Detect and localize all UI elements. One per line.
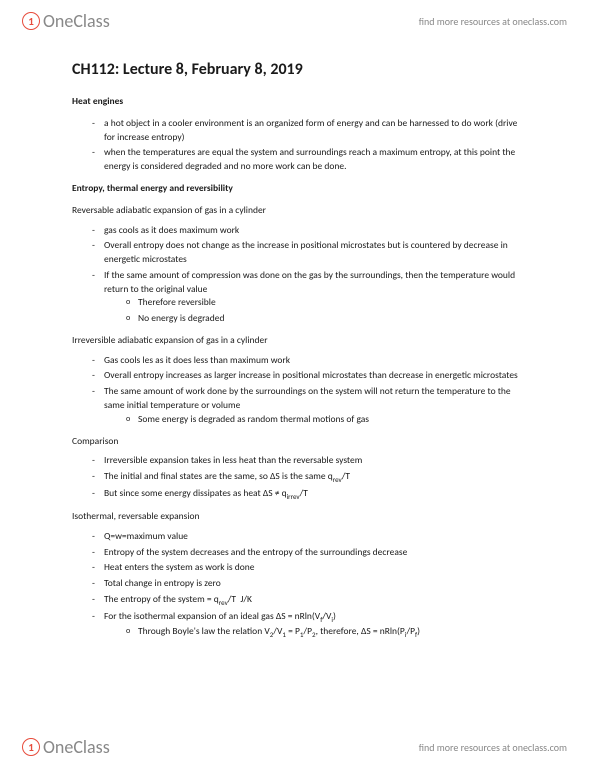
brand-name: OneClass bbox=[43, 10, 110, 32]
list-item: Therefore reversible bbox=[126, 296, 523, 310]
list-item: No energy is degraded bbox=[126, 312, 523, 326]
document-content: CH112: Lecture 8, February 8, 2019 Heat … bbox=[0, 40, 595, 640]
list-item: If the same amount of compression was do… bbox=[92, 269, 523, 326]
page-footer: 1 OneClass find more resources at onecla… bbox=[0, 728, 595, 770]
brand-logo: 1 OneClass bbox=[22, 10, 110, 32]
list-item: For the isothermal expansion of an ideal… bbox=[92, 610, 523, 640]
header-resources-link[interactable]: find more resources at oneclass.com bbox=[419, 15, 567, 28]
list-item: Overall entropy increases as larger incr… bbox=[92, 369, 523, 383]
list-item: The entropy of the system = qrev/T J/K bbox=[92, 593, 523, 608]
brand-logo-footer: 1 OneClass bbox=[22, 736, 110, 758]
list-item: Heat enters the system as work is done bbox=[92, 561, 523, 575]
list-item: Total change in entropy is zero bbox=[92, 577, 523, 591]
list-item: Through Boyle's law the relation V2/V1 =… bbox=[126, 625, 523, 640]
footer-resources-link[interactable]: find more resources at oneclass.com bbox=[419, 741, 567, 754]
heading-entropy: Entropy, thermal energy and reversibilit… bbox=[72, 182, 523, 196]
heading-irreversible: Irreversible adiabatic expansion of gas … bbox=[72, 334, 523, 348]
page-title: CH112: Lecture 8, February 8, 2019 bbox=[72, 58, 523, 81]
list-item: Entropy of the system decreases and the … bbox=[92, 546, 523, 560]
list-reversable: gas cools as it does maximum work Overal… bbox=[72, 224, 523, 326]
list-item: Q=w=maximum value bbox=[92, 530, 523, 544]
heading-isothermal: Isothermal, reversable expansion bbox=[72, 510, 523, 524]
heading-comparison: Comparison bbox=[72, 435, 523, 449]
list-heat-engines: a hot object in a cooler environment is … bbox=[72, 117, 523, 174]
list-item: when the temperatures are equal the syst… bbox=[92, 146, 523, 174]
list-item: gas cools as it does maximum work bbox=[92, 224, 523, 238]
list-irreversible: Gas cools les as it does less than maxim… bbox=[72, 354, 523, 427]
list-item: Irreversible expansion takes in less hea… bbox=[92, 454, 523, 468]
heading-reversable: Reversable adiabatic expansion of gas in… bbox=[72, 204, 523, 218]
list-comparison: Irreversible expansion takes in less hea… bbox=[72, 454, 523, 502]
list-isothermal: Q=w=maximum value Entropy of the system … bbox=[72, 530, 523, 640]
brand-icon: 1 bbox=[22, 12, 40, 30]
brand-icon: 1 bbox=[22, 738, 40, 756]
page-header: 1 OneClass find more resources at onecla… bbox=[0, 0, 595, 40]
list-item: But since some energy dissipates as heat… bbox=[92, 487, 523, 502]
list-item: The initial and final states are the sam… bbox=[92, 470, 523, 485]
brand-name: OneClass bbox=[43, 736, 110, 758]
heading-heat-engines: Heat engines bbox=[72, 95, 523, 109]
list-item: Gas cools les as it does less than maxim… bbox=[92, 354, 523, 368]
list-item: Overall entropy does not change as the i… bbox=[92, 239, 523, 267]
list-item: a hot object in a cooler environment is … bbox=[92, 117, 523, 145]
list-item: Some energy is degraded as random therma… bbox=[126, 413, 523, 427]
list-item: The same amount of work done by the surr… bbox=[92, 385, 523, 426]
